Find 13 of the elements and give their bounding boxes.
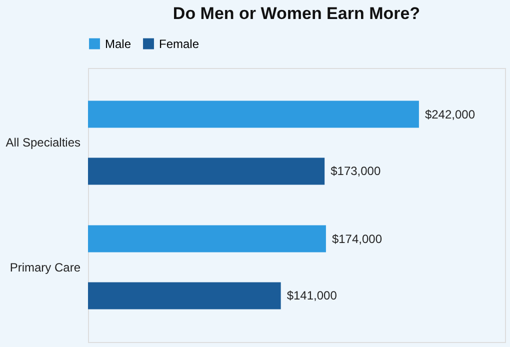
- data-label: $173,000: [330, 164, 381, 178]
- data-label: $242,000: [424, 107, 476, 122]
- data-label: $174,000: [332, 232, 382, 246]
- legend-label: Female: [159, 36, 200, 51]
- bar: [88, 100, 419, 128]
- bar: [88, 158, 325, 185]
- chart-title: Do Men or Women Earn More?: [172, 4, 420, 23]
- y-tick-label: Primary Care: [10, 260, 81, 274]
- legend-label: Male: [105, 36, 132, 51]
- bar: [88, 225, 326, 252]
- data-label: $141,000: [286, 288, 338, 303]
- bar: [88, 282, 281, 310]
- y-tick-label: All Specialties: [6, 136, 80, 150]
